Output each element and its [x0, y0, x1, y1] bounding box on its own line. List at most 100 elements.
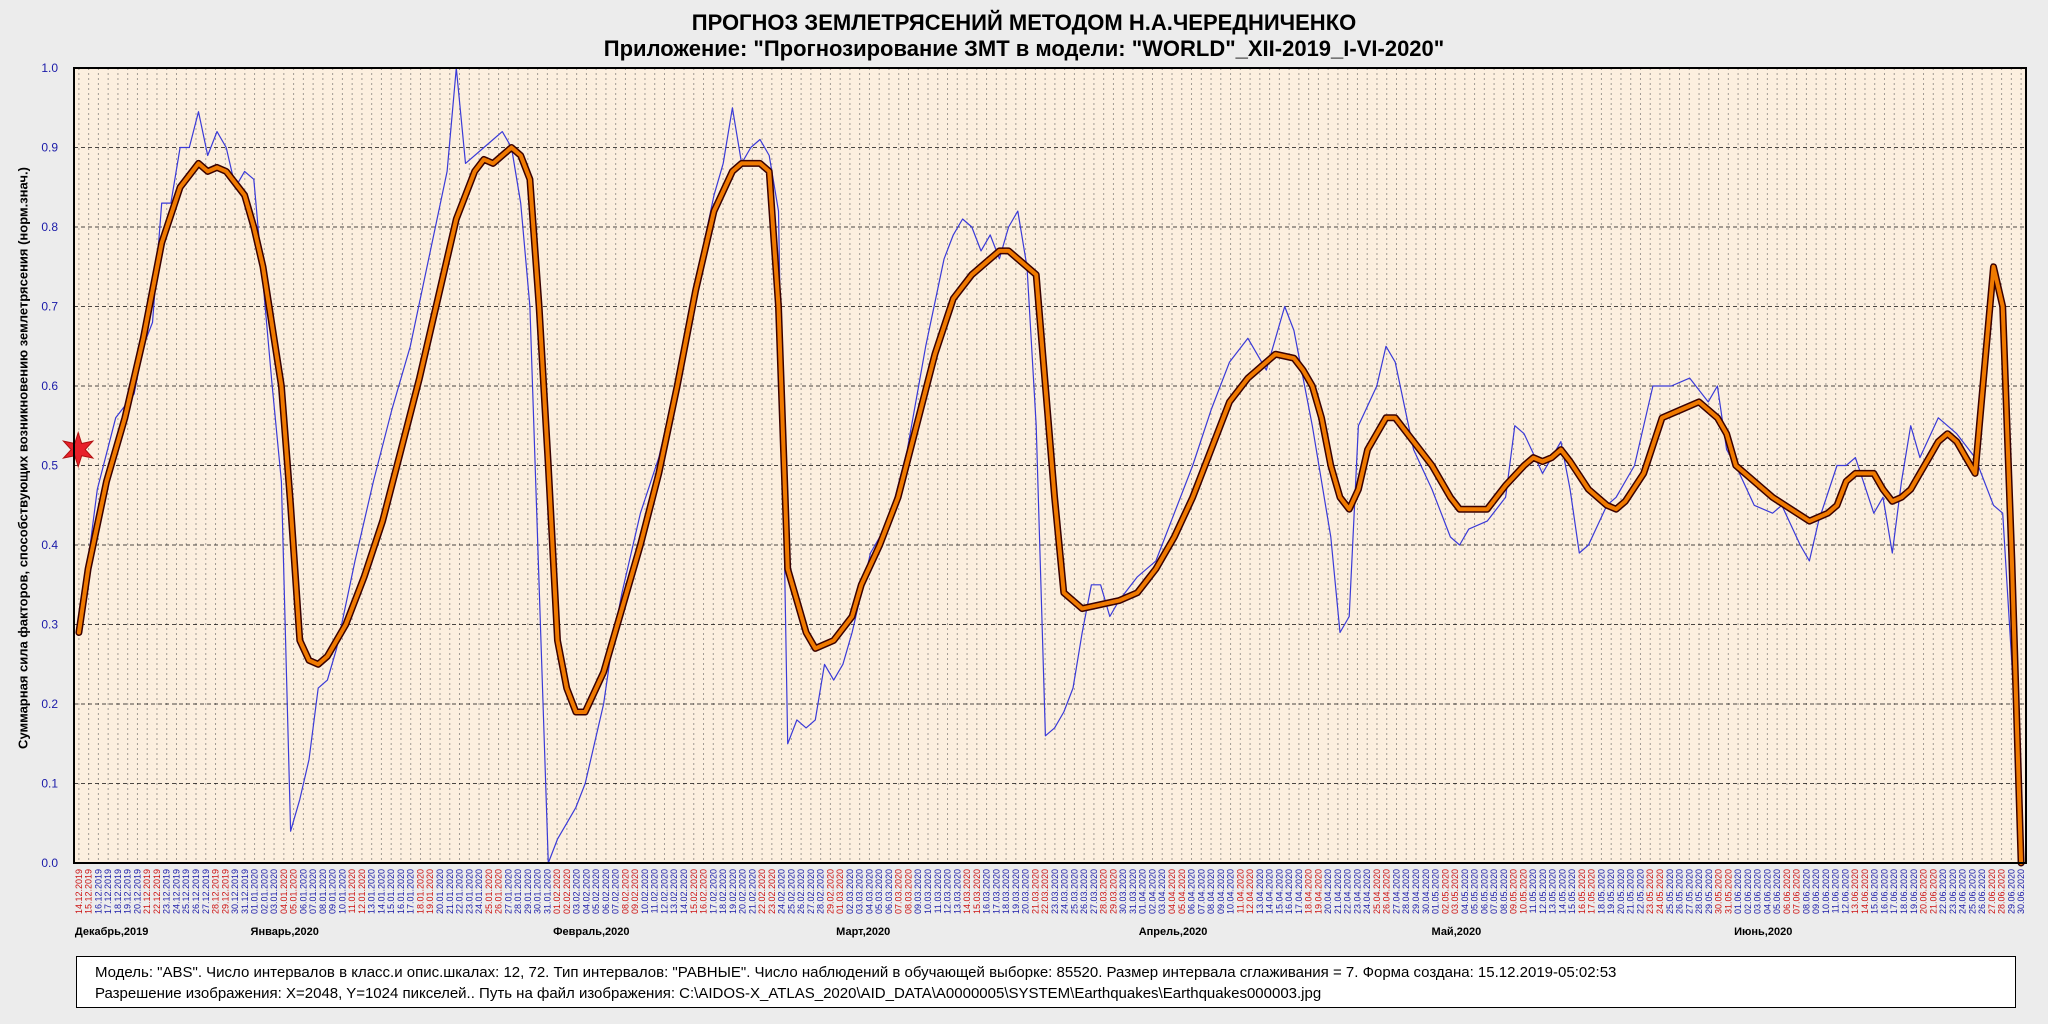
x-tick-label: 09.05.2020 — [1509, 869, 1519, 914]
x-tick-label: 11.05.2020 — [1528, 869, 1538, 913]
x-tick-label: 26.02.2020 — [796, 869, 806, 914]
series-layer — [75, 67, 2025, 867]
x-tick-label: 04.06.2020 — [1762, 869, 1772, 914]
x-tick-label: 27.03.2020 — [1089, 869, 1099, 914]
x-tick-label: 30.04.2020 — [1421, 869, 1431, 914]
x-tick-label: 17.06.2020 — [1889, 869, 1899, 914]
x-tick-label: 13.02.2020 — [669, 869, 679, 914]
x-tick-label: 25.01.2020 — [484, 869, 494, 914]
x-tick-label: 14.05.2020 — [1557, 869, 1567, 914]
x-tick-label: 19.12.2019 — [123, 869, 133, 914]
y-tick-label: 0.9 — [41, 141, 58, 155]
x-tick-label: 04.05.2020 — [1460, 869, 1470, 914]
x-tick-label: 15.04.2020 — [1274, 869, 1284, 914]
x-tick-label: 05.03.2020 — [874, 869, 884, 914]
info-line-1: Модель: "ABS". Число интервалов в класс.… — [95, 964, 1617, 981]
y-axis-ticks: 0.0 0.1 0.2 0.3 0.4 0.5 0.6 0.7 0.8 0.9 1.0 — [41, 61, 58, 870]
y-tick-label: 0.5 — [41, 459, 58, 473]
x-tick-label: 17.02.2020 — [708, 869, 718, 914]
x-tick-label: 12.06.2020 — [1840, 869, 1850, 914]
x-tick-label: 10.06.2020 — [1821, 869, 1831, 914]
x-tick-label: 29.12.2019 — [220, 869, 230, 914]
x-tick-label: 18.06.2020 — [1899, 869, 1909, 914]
x-tick-label: 27.02.2020 — [806, 869, 816, 914]
x-tick-label: 21.06.2020 — [1928, 869, 1938, 914]
x-tick-label: 13.05.2020 — [1548, 869, 1558, 914]
x-tick-label: 09.02.2020 — [630, 869, 640, 914]
x-tick-label: 02.01.2020 — [259, 869, 269, 914]
x-tick-label: 23.03.2020 — [1050, 869, 1060, 914]
x-tick-label: 30.12.2019 — [230, 869, 240, 914]
x-tick-label: 12.04.2020 — [1245, 869, 1255, 914]
x-tick-label: 22.01.2020 — [455, 869, 465, 914]
x-tick-label: 29.06.2020 — [2006, 869, 2016, 914]
month-label: Январь,2020 — [251, 926, 319, 938]
x-tick-label: 15.03.2020 — [972, 869, 982, 914]
x-tick-label: 10.03.2020 — [923, 869, 933, 914]
x-tick-label: 04.04.2020 — [1167, 869, 1177, 914]
x-tick-label: 18.01.2020 — [415, 869, 425, 914]
x-tick-label: 03.06.2020 — [1753, 869, 1763, 914]
x-tick-label: 04.01.2020 — [279, 869, 289, 914]
x-tick-label: 23.01.2020 — [464, 869, 474, 914]
x-tick-label: 22.04.2020 — [1343, 869, 1353, 914]
x-tick-label: 10.01.2020 — [337, 869, 347, 914]
x-tick-label: 16.01.2020 — [396, 869, 406, 914]
x-tick-label: 28.01.2020 — [513, 869, 523, 914]
x-tick-label: 24.12.2019 — [171, 869, 181, 914]
month-label: Апрель,2020 — [1139, 926, 1208, 938]
x-tick-label: 31.12.2019 — [240, 869, 250, 914]
x-tick-label: 30.06.2020 — [2016, 869, 2026, 914]
x-tick-label: 23.06.2020 — [1948, 869, 1958, 914]
x-tick-label: 24.04.2020 — [1362, 869, 1372, 914]
x-tick-label: 17.04.2020 — [1294, 869, 1304, 914]
x-tick-label: 18.04.2020 — [1304, 869, 1314, 914]
x-tick-label: 01.04.2020 — [1138, 869, 1148, 914]
series-smoothed-line — [76, 145, 2024, 865]
x-tick-label: 14.06.2020 — [1860, 869, 1870, 914]
x-tick-label: 25.05.2020 — [1665, 869, 1675, 914]
x-tick-label: 02.02.2020 — [562, 869, 572, 914]
month-label: Май,2020 — [1432, 926, 1482, 938]
x-tick-label: 06.06.2020 — [1782, 869, 1792, 914]
x-tick-label: 29.04.2020 — [1411, 869, 1421, 914]
x-tick-label: 08.04.2020 — [1206, 869, 1216, 914]
x-tick-label: 22.06.2020 — [1938, 869, 1948, 914]
major-grid — [74, 67, 2026, 864]
x-tick-label: 12.03.2020 — [943, 869, 953, 914]
x-tick-label: 24.03.2020 — [1060, 869, 1070, 914]
x-tick-label: 24.05.2020 — [1655, 869, 1665, 914]
x-tick-label: 19.02.2020 — [728, 869, 738, 914]
x-tick-label: 09.06.2020 — [1811, 869, 1821, 914]
x-tick-label: 31.05.2020 — [1723, 869, 1733, 914]
x-tick-label: 03.02.2020 — [572, 869, 582, 914]
x-tick-label: 21.05.2020 — [1626, 869, 1636, 914]
x-tick-label: 26.03.2020 — [1079, 869, 1089, 914]
x-tick-label: 13.01.2020 — [367, 869, 377, 914]
x-tick-label: 22.02.2020 — [757, 869, 767, 914]
x-tick-label: 14.03.2020 — [962, 869, 972, 914]
x-tick-label: 16.02.2020 — [699, 869, 709, 914]
x-tick-label: 16.03.2020 — [982, 869, 992, 914]
x-tick-label: 03.04.2020 — [1157, 869, 1167, 914]
x-tick-label: 09.03.2020 — [913, 869, 923, 914]
x-tick-label: 30.03.2020 — [1118, 869, 1128, 914]
x-tick-label: 04.03.2020 — [864, 869, 874, 914]
x-tick-label: 25.06.2020 — [1967, 869, 1977, 914]
x-tick-label: 02.06.2020 — [1743, 869, 1753, 914]
y-tick-label: 0.3 — [41, 618, 58, 632]
x-tick-label: 23.04.2020 — [1352, 869, 1362, 914]
x-tick-label: 11.03.2020 — [933, 869, 943, 913]
x-tick-label: 22.12.2019 — [152, 869, 162, 914]
x-tick-label: 01.01.2020 — [250, 869, 260, 914]
x-tick-label: 07.06.2020 — [1792, 869, 1802, 914]
x-tick-label: 25.04.2020 — [1372, 869, 1382, 914]
x-tick-label: 28.12.2019 — [211, 869, 221, 914]
x-tick-label: 20.06.2020 — [1919, 869, 1929, 914]
y-axis-label: Суммарная сила факторов, способствующих … — [15, 167, 31, 749]
x-tick-label: 26.12.2019 — [191, 869, 201, 914]
x-tick-label: 11.01.2020 — [347, 869, 357, 913]
x-tick-label: 16.06.2020 — [1879, 869, 1889, 914]
x-tick-label: 28.03.2020 — [1099, 869, 1109, 914]
x-tick-label: 08.03.2020 — [903, 869, 913, 914]
